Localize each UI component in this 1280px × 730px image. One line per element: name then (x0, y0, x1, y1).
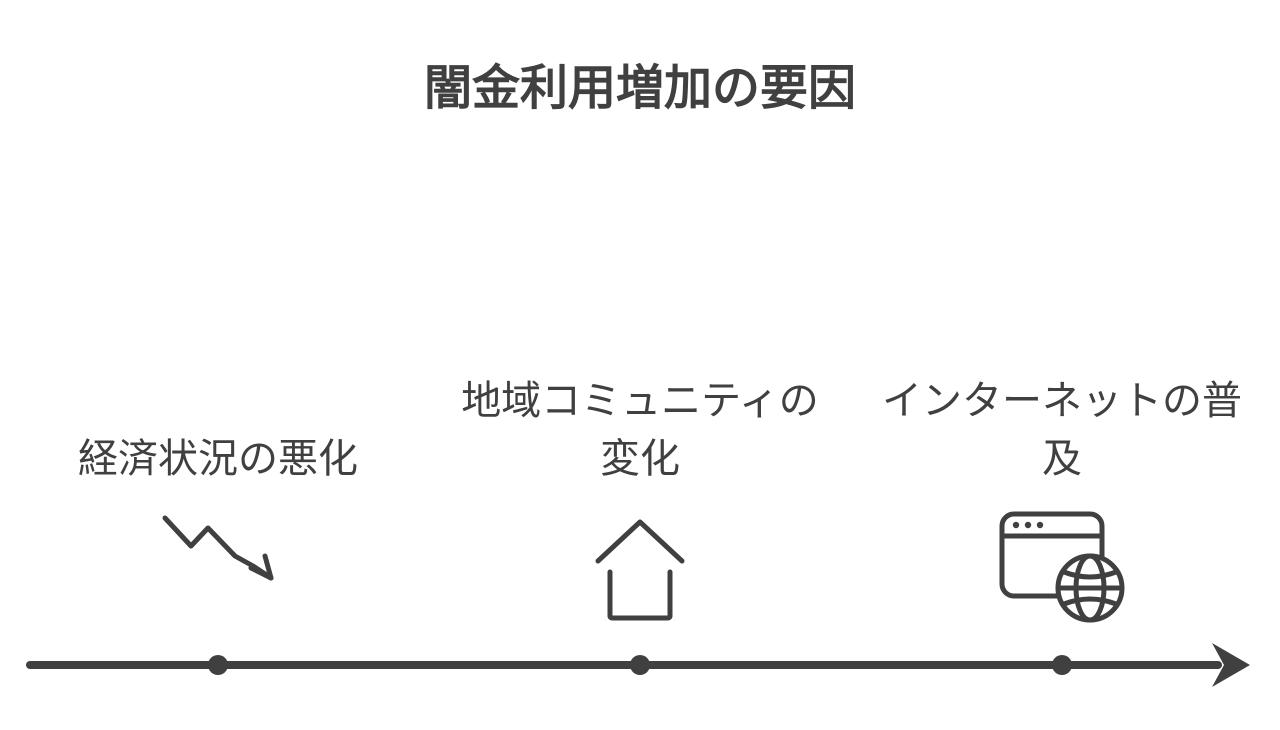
item-label: 地域コミュニティの変化 (450, 372, 830, 488)
timeline-dot (1052, 655, 1072, 675)
timeline-item-economic-decline: 経済状況の悪化 (28, 430, 408, 586)
item-label: インターネットの普及 (872, 372, 1252, 488)
diagram-container: 闇金利用増加の要因 経済状況の悪化 地域コミュニティの変化 インターネットの普及 (0, 0, 1280, 730)
timeline-item-internet-spread: インターネットの普及 (872, 372, 1252, 626)
timeline-dot (208, 655, 228, 675)
timeline-axis (0, 625, 1280, 705)
timeline-item-community-change: 地域コミュニティの変化 (450, 372, 830, 626)
browser-globe-icon (872, 506, 1252, 626)
item-label: 経済状況の悪化 (28, 430, 408, 488)
timeline-dot (630, 655, 650, 675)
page-title: 闇金利用増加の要因 (0, 48, 1280, 118)
home-icon (450, 506, 830, 626)
trend-down-icon (28, 506, 408, 586)
